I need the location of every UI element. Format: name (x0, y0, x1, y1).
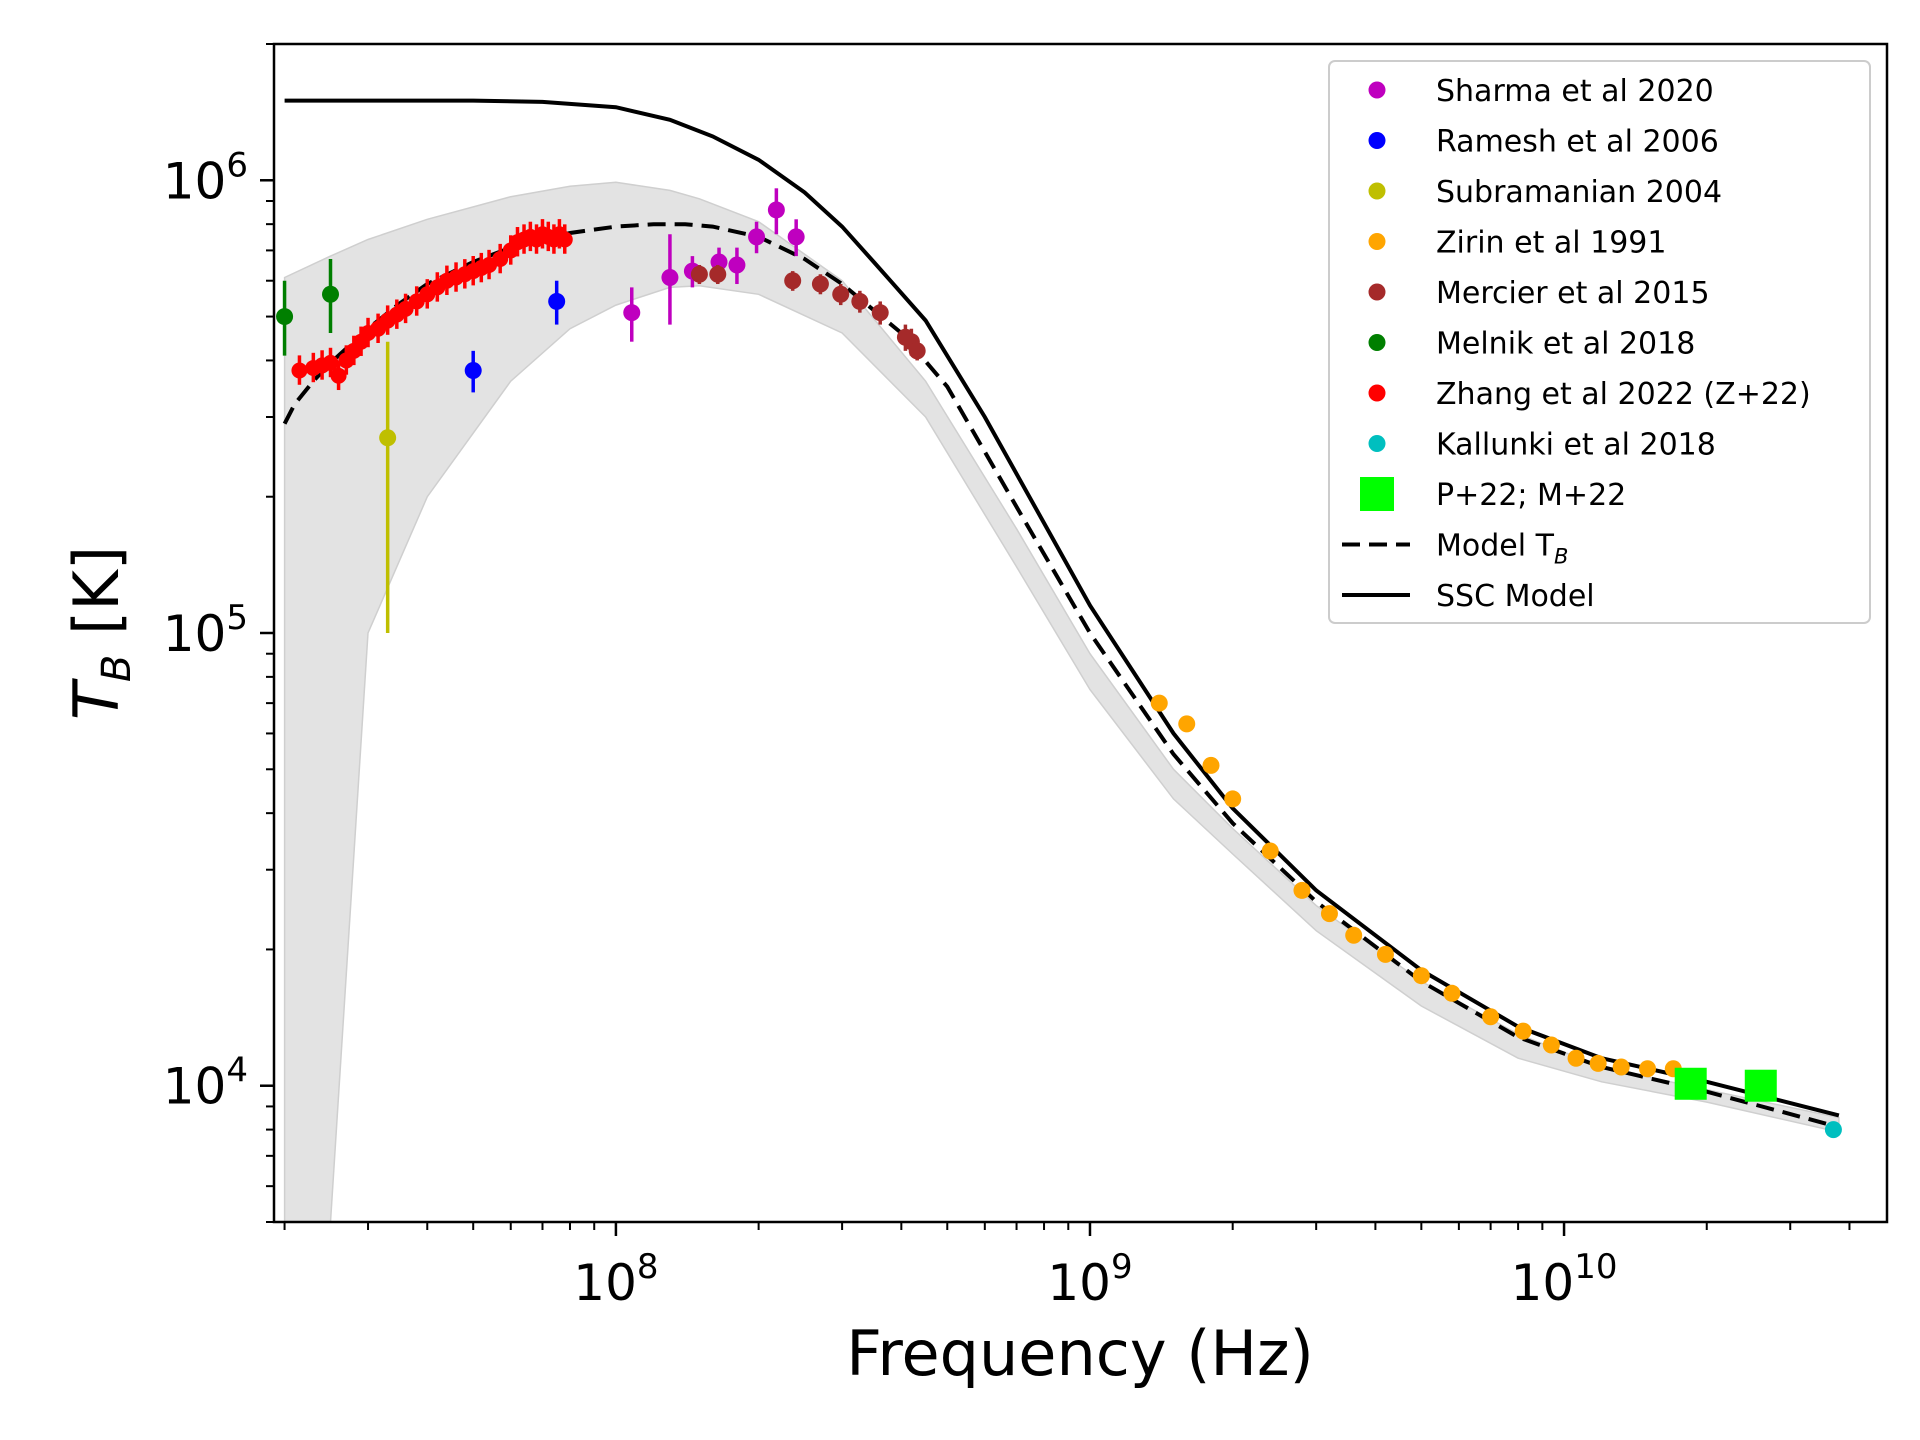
y-tick-exponent: 4 (226, 1051, 248, 1091)
data-point (787, 228, 805, 246)
x-tick-label: 1010 (1511, 1247, 1618, 1312)
y-axis-title: TB [K] (60, 546, 140, 720)
data-point (1824, 1121, 1842, 1139)
x-tick-exponent: 10 (1574, 1247, 1617, 1287)
data-point (784, 272, 802, 290)
data-point (748, 228, 766, 246)
legend-label: Zirin et al 1991 (1436, 226, 1666, 261)
legend-marker-swatch (1368, 132, 1386, 149)
data-point (1376, 945, 1394, 963)
data-point (322, 354, 339, 371)
data-point (1589, 1054, 1607, 1072)
data-point (1482, 1008, 1500, 1026)
data-point (1567, 1049, 1585, 1067)
y-tick-label: 106 (163, 145, 248, 210)
legend-label: Subramanian 2004 (1436, 175, 1722, 210)
data-point (811, 275, 829, 293)
data-point (690, 265, 708, 283)
data-points (276, 188, 1842, 1139)
data-point (330, 367, 347, 384)
y-tick-base: 10 (163, 605, 227, 663)
x-axis-title: Frequency (Hz) (846, 1317, 1314, 1390)
data-point (1612, 1058, 1630, 1076)
data-point (851, 292, 869, 310)
data-point-square (1674, 1067, 1707, 1100)
data-point (710, 253, 728, 271)
data-point (1443, 984, 1461, 1002)
x-tick-base: 10 (573, 1254, 637, 1312)
y-axis-title-unit: [K] (60, 546, 133, 655)
data-point (1412, 967, 1430, 985)
legend-marker-swatch (1368, 334, 1386, 351)
data-point (832, 285, 850, 303)
legend-label: Model TB (1436, 529, 1568, 569)
x-tick-base: 10 (1047, 1254, 1111, 1312)
legend-label-main: Model T (1436, 529, 1555, 564)
x-tick-label: 108 (573, 1247, 658, 1312)
legend-label: Sharma et al 2020 (1436, 74, 1714, 109)
data-point (1639, 1060, 1657, 1078)
data-point (767, 201, 785, 219)
y-tick-label: 104 (163, 1051, 248, 1116)
data-point (871, 304, 889, 322)
legend-label: P+22; M+22 (1436, 478, 1626, 513)
legend-square-swatch (1360, 477, 1394, 511)
legend-marker-swatch (1368, 81, 1386, 99)
data-point (548, 292, 566, 310)
x-tick-exponent: 9 (1111, 1247, 1133, 1287)
y-tick-base: 10 (163, 1058, 227, 1116)
data-point (1320, 905, 1338, 923)
data-point (1178, 715, 1196, 733)
legend-label: Zhang et al 2022 (Z+22) (1436, 377, 1811, 412)
data-point (1345, 926, 1363, 944)
data-point (492, 251, 509, 268)
x-tick-base: 10 (1511, 1254, 1575, 1312)
y-tick-exponent: 5 (226, 598, 248, 638)
legend-label: Mercier et al 2015 (1436, 276, 1710, 311)
y-tick-base: 10 (163, 152, 227, 210)
y-axis-title-subscript: B (94, 655, 140, 682)
data-point (1261, 842, 1279, 860)
data-point (464, 362, 482, 380)
data-point-square (1744, 1069, 1777, 1102)
y-tick-label: 105 (163, 598, 248, 663)
data-point (1293, 881, 1311, 899)
data-point (379, 429, 397, 447)
data-point (276, 308, 294, 326)
x-tick-exponent: 8 (637, 1247, 659, 1287)
legend-label-sub: B (1554, 545, 1568, 569)
data-point (1542, 1036, 1560, 1054)
data-point (1224, 790, 1242, 808)
legend-frame (1328, 60, 1871, 624)
data-point (1150, 694, 1168, 712)
data-point (1202, 756, 1220, 774)
legend-marker-swatch (1368, 182, 1386, 200)
legend-label: Ramesh et al 2006 (1436, 125, 1719, 160)
data-point (728, 256, 746, 274)
data-point (322, 285, 340, 303)
legend-marker-swatch (1368, 384, 1386, 402)
legend-label: Kallunki et al 2018 (1436, 428, 1716, 463)
legend-marker-swatch (1368, 233, 1386, 250)
data-point (291, 362, 308, 379)
y-tick-exponent: 6 (226, 145, 248, 185)
y-axis-title-symbol: T (60, 678, 133, 720)
data-point (556, 231, 573, 248)
legend-marker-swatch (1368, 435, 1386, 452)
data-point (623, 304, 641, 322)
legend-label: SSC Model (1436, 579, 1595, 614)
legend-label: Melnik et al 2018 (1436, 327, 1695, 362)
data-point (709, 265, 727, 283)
legend-marker-swatch (1368, 283, 1386, 301)
data-point (661, 268, 679, 286)
data-point (1514, 1022, 1532, 1040)
data-point (908, 342, 926, 360)
x-tick-label: 109 (1047, 1247, 1132, 1312)
legend: Sharma et al 2020 Ramesh et al 2006 Subram… (1328, 60, 1871, 624)
